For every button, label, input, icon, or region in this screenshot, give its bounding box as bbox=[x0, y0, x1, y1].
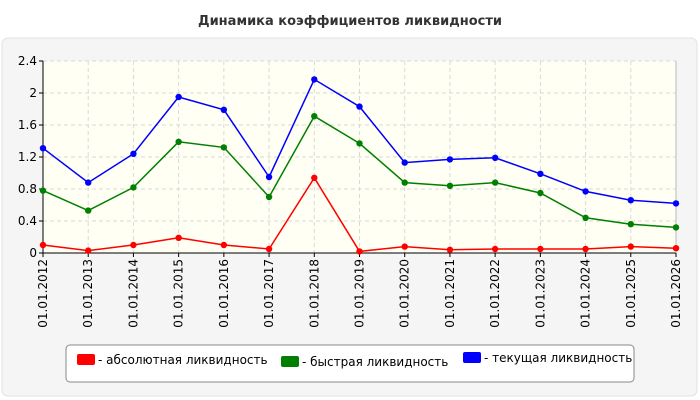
tick-labels: 0 0.4 0.8 1.2 1.6 2 2.4 01.01.2012 01.01.2013 01.… bbox=[18, 54, 683, 328]
x-tick-label: 01.01.2024 bbox=[579, 259, 593, 328]
data-point bbox=[130, 241, 137, 249]
legend-label: - быстрая ликвидность bbox=[302, 355, 448, 369]
data-point bbox=[39, 241, 47, 249]
legend-label: - текущая ликвидность bbox=[484, 351, 632, 365]
x-tick-label: 01.01.2021 bbox=[443, 259, 457, 328]
data-point bbox=[446, 246, 454, 253]
data-point bbox=[356, 248, 363, 255]
data-point bbox=[491, 179, 499, 186]
legend-swatch bbox=[77, 354, 95, 365]
data-point bbox=[220, 241, 228, 249]
data-point bbox=[627, 243, 634, 250]
data-point bbox=[175, 138, 182, 145]
data-point bbox=[311, 113, 318, 120]
x-tick-label: 01.01.2019 bbox=[353, 259, 367, 328]
legend-swatch bbox=[281, 356, 299, 367]
x-tick-label: 01.01.2016 bbox=[217, 259, 231, 328]
data-point bbox=[356, 140, 363, 147]
data-point bbox=[175, 93, 182, 101]
data-point bbox=[265, 193, 273, 201]
data-point bbox=[356, 103, 363, 110]
data-point bbox=[85, 207, 92, 214]
grid bbox=[43, 60, 676, 253]
data-point bbox=[582, 214, 589, 221]
data-point bbox=[672, 245, 680, 252]
data-point bbox=[582, 188, 589, 195]
x-tick-label: 01.01.2025 bbox=[624, 259, 638, 328]
data-point bbox=[537, 245, 544, 253]
y-tick-label: 1.6 bbox=[18, 118, 37, 132]
data-point bbox=[175, 234, 182, 241]
data-point bbox=[39, 145, 47, 152]
y-tick-label: 0.8 bbox=[18, 182, 37, 196]
data-point bbox=[491, 245, 499, 253]
data-point bbox=[537, 170, 544, 177]
data-point bbox=[401, 179, 408, 186]
x-tick-label: 01.01.2012 bbox=[36, 259, 50, 328]
x-tick-label: 01.01.2018 bbox=[307, 259, 321, 328]
data-point bbox=[672, 200, 680, 207]
data-point bbox=[220, 106, 228, 114]
x-tick-label: 01.01.2026 bbox=[669, 259, 683, 328]
data-point bbox=[401, 159, 408, 166]
legend: - абсолютная ликвидность - быстрая ликвид… bbox=[65, 344, 635, 383]
data-point bbox=[85, 247, 92, 254]
y-tick-label: 2.4 bbox=[18, 54, 37, 68]
data-point bbox=[401, 243, 408, 250]
x-tick-label: 01.01.2022 bbox=[488, 259, 502, 328]
data-point bbox=[311, 174, 318, 181]
y-tick-label: 2 bbox=[29, 86, 37, 100]
x-tick-label: 01.01.2015 bbox=[172, 259, 186, 328]
x-tick-label: 01.01.2023 bbox=[533, 259, 547, 328]
data-point bbox=[311, 76, 318, 83]
legend-label: - абсолютная ликвидность bbox=[98, 353, 268, 367]
series-layer bbox=[39, 76, 680, 255]
y-tick-label: 1.2 bbox=[18, 150, 37, 164]
data-point bbox=[265, 173, 273, 181]
data-point bbox=[672, 224, 680, 231]
x-tick-label: 01.01.2017 bbox=[262, 259, 276, 328]
data-point bbox=[265, 245, 273, 253]
data-point bbox=[627, 197, 634, 204]
data-point bbox=[491, 154, 499, 161]
data-point bbox=[446, 156, 454, 163]
legend-box bbox=[65, 344, 635, 383]
x-tick-label: 01.01.2013 bbox=[81, 259, 95, 328]
data-point bbox=[130, 150, 137, 157]
data-point bbox=[39, 187, 47, 194]
y-tick-label: 0 bbox=[29, 246, 37, 260]
data-point bbox=[220, 144, 228, 151]
x-tick-label: 01.01.2014 bbox=[126, 259, 140, 328]
data-point bbox=[537, 189, 544, 197]
data-point bbox=[85, 179, 92, 186]
data-point bbox=[446, 182, 454, 189]
data-point bbox=[582, 245, 589, 253]
chart-title: Динамика коэффициентов ликвидности bbox=[198, 14, 502, 29]
data-point bbox=[130, 184, 137, 191]
y-tick-label: 0.4 bbox=[18, 214, 37, 228]
x-tick-label: 01.01.2020 bbox=[398, 259, 412, 328]
legend-swatch bbox=[463, 352, 481, 363]
data-point bbox=[627, 221, 634, 228]
